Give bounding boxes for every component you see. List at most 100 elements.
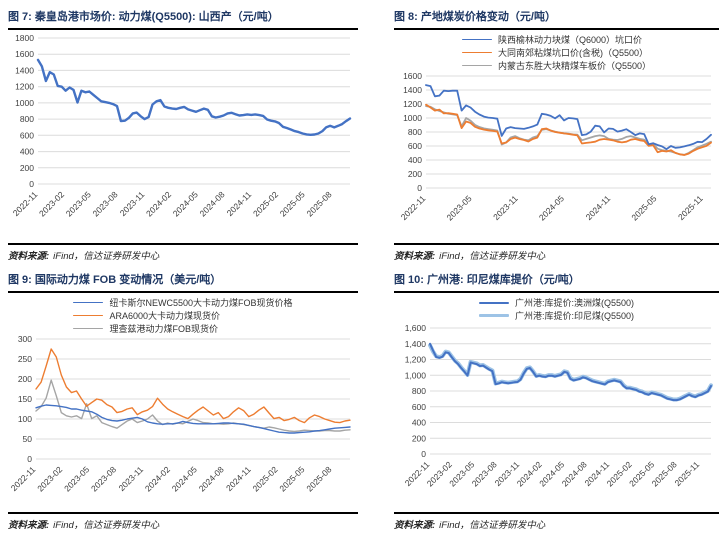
y-axis-tick: 0 [421,449,426,459]
x-axis-tick: 2023-11 [118,189,147,218]
legend-label: 内蒙古东胜大块精煤车板价（Q5500） [497,61,652,71]
legend-label: 纽卡斯尔NEWC5500大卡动力煤FOB现货价格 [109,298,293,308]
legend-item: 内蒙古东胜大块精煤车板价（Q5500） [461,59,652,72]
x-axis-tick: 2024-11 [584,193,613,222]
legend-item: 广州港:库提价:印尼煤(Q5500) [478,309,634,322]
y-axis-tick: 300 [18,335,32,344]
y-axis-tick: 1200 [15,82,34,92]
line-chart-international-fob: 3002502001501005002022-112023-022023-052… [9,335,351,493]
legend-line-swatch [461,51,492,54]
x-axis-tick: 2023-08 [89,464,118,493]
figure-7-source: 资料来源: iFind，信达证券研发中心 [8,243,358,262]
figure-panel-9: 图 9: 国际动力煤 FOB 变动情况（美元/吨） 纽卡斯尔NEWC5500大卡… [8,268,358,531]
figure-10-legend: 广州港:库提价:澳洲煤(Q5500) 广州港:库提价:印尼煤(Q5500) [478,296,635,322]
x-axis-tick: 2024-11 [224,464,253,493]
legend-line-swatch [73,327,104,330]
y-axis-tick: 800 [412,386,426,396]
legend-label: 广州港:库提价:澳洲煤(Q5500) [514,298,635,308]
series-line [35,404,351,434]
x-axis-tick: 2023-11 [491,193,520,222]
legend-item: 大同南郊粘煤坑口价(含税)（Q5500） [461,46,648,59]
source-text: iFind，信达证券研发中心 [439,251,546,262]
legend-item: 陕西榆林动力块煤（Q6000）坑口价 [461,33,643,46]
figure-7-chart: 1800 1600 1400 1200 1000 800 600 400 200 0 2022-11… [8,30,358,232]
figure-8-chart: 1600 1400 1200 1000 800 600 400 200 0 2022-11 2023… [394,72,719,234]
figure-9-title: 图 9: 国际动力煤 FOB 变动情况（美元/吨） [8,268,358,293]
y-axis-tick: 200 [18,374,32,384]
y-axis-tick: 1600 [15,49,34,59]
y-axis-tick: 1000 [403,113,422,123]
y-axis-tick: 1800 [15,33,34,43]
x-axis-tick: 2025-05 [277,464,306,493]
y-axis-tick: 800 [20,114,34,124]
series-line [425,84,712,150]
source-text: iFind，信达证券研发中心 [53,251,160,262]
x-axis-tick: 2024-05 [171,189,200,218]
x-axis-tick: 2023-05 [64,189,93,218]
x-axis-tick: 2023-05 [444,193,473,222]
figure-9-source: 资料来源: iFind，信达证券研发中心 [8,512,358,531]
x-axis-tick: 2025-05 [629,193,658,222]
y-axis-tick: 400 [408,155,422,165]
x-axis-tick: 2024-08 [197,464,226,493]
x-axis-tick: 2024-05 [170,464,199,493]
source-label: 资料来源: [8,251,50,262]
y-axis-tick: 0 [27,454,32,464]
y-axis-tick: 400 [20,147,34,157]
legend-line-swatch [73,301,104,304]
series-line [425,103,712,156]
y-axis-tick: 100 [18,414,32,424]
x-axis-tick: 2024-02 [143,464,172,493]
legend-line-swatch [478,314,509,317]
y-axis-tick: 1,400 [405,339,427,349]
figure-10-source: 资料来源: iFind，信达证券研发中心 [394,512,719,531]
legend-line-swatch [478,301,509,304]
legend-item: ARA6000大卡动力煤现货价 [73,309,220,322]
line-chart-guangzhou-port: 1,6001,4001,2001,00080060040020002022-11… [403,323,713,488]
legend-line-swatch [461,38,492,41]
figure-9-legend: 纽卡斯尔NEWC5500大卡动力煤FOB现货价格 ARA6000大卡动力煤现货价理… [73,296,293,335]
x-axis-tick: 2023-02 [37,189,66,218]
figure-8-legend: 陕西榆林动力块煤（Q6000）坑口价 大同南郊粘煤坑口价(含税)（Q5500） 内蒙… [461,33,652,72]
y-axis-tick: 1000 [15,98,34,108]
source-label: 资料来源: [8,520,50,531]
x-axis-tick: 2022-11 [11,189,40,218]
y-axis-tick: 1,000 [405,370,427,380]
y-axis-tick: 800 [408,127,422,137]
y-axis-tick: 1600 [403,72,422,81]
y-axis-tick: 1,200 [405,355,427,365]
y-axis-tick: 50 [23,434,33,444]
x-axis-tick: 2025-08 [304,189,333,218]
legend-item: 纽卡斯尔NEWC5500大卡动力煤FOB现货价格 [73,296,293,309]
series-line [35,379,351,433]
y-axis-tick: 1,600 [405,323,427,333]
x-axis-tick: 2023-02 [35,464,64,493]
legend-line-swatch [461,64,492,67]
legend-label: 陕西榆林动力块煤（Q6000）坑口价 [497,35,643,45]
x-axis-tick: 2025-08 [304,464,333,493]
figure-8-source: 资料来源: iFind，信达证券研发中心 [394,243,719,262]
y-axis-tick: 600 [412,402,426,412]
y-axis-tick: 1200 [403,99,422,109]
y-axis-tick: 600 [20,130,34,140]
figure-10-chart: 1,600 1,400 1,200 1,000 800 600 400 200 0 2022-11… [394,322,719,502]
legend-item: 理查兹港动力煤FOB现货价 [73,322,218,335]
x-axis-tick: 2024-05 [537,193,566,222]
y-axis-tick: 600 [408,141,422,151]
source-label: 资料来源: [394,251,436,262]
series-line [35,348,351,424]
x-axis-tick: 2025-02 [250,464,279,493]
source-label: 资料来源: [394,520,436,531]
source-text: iFind，信达证券研发中心 [439,520,546,531]
x-axis-tick: 2022-11 [9,464,38,493]
y-axis-tick: 200 [408,169,422,179]
x-axis-tick: 2024-02 [144,189,173,218]
y-axis-tick: 250 [18,354,32,364]
figure-10-title: 图 10: 广州港: 印尼煤库提价（元/吨） [394,268,719,293]
y-axis-tick: 1400 [403,85,422,95]
x-axis-tick: 2022-11 [399,193,428,222]
legend-label: 理查兹港动力煤FOB现货价 [109,324,218,334]
figure-panel-8: 图 8: 产地煤炭价格变动（元/吨） 陕西榆林动力块煤（Q6000）坑口价 大同南… [394,5,719,262]
legend-label: ARA6000大卡动力煤现货价 [109,311,221,321]
